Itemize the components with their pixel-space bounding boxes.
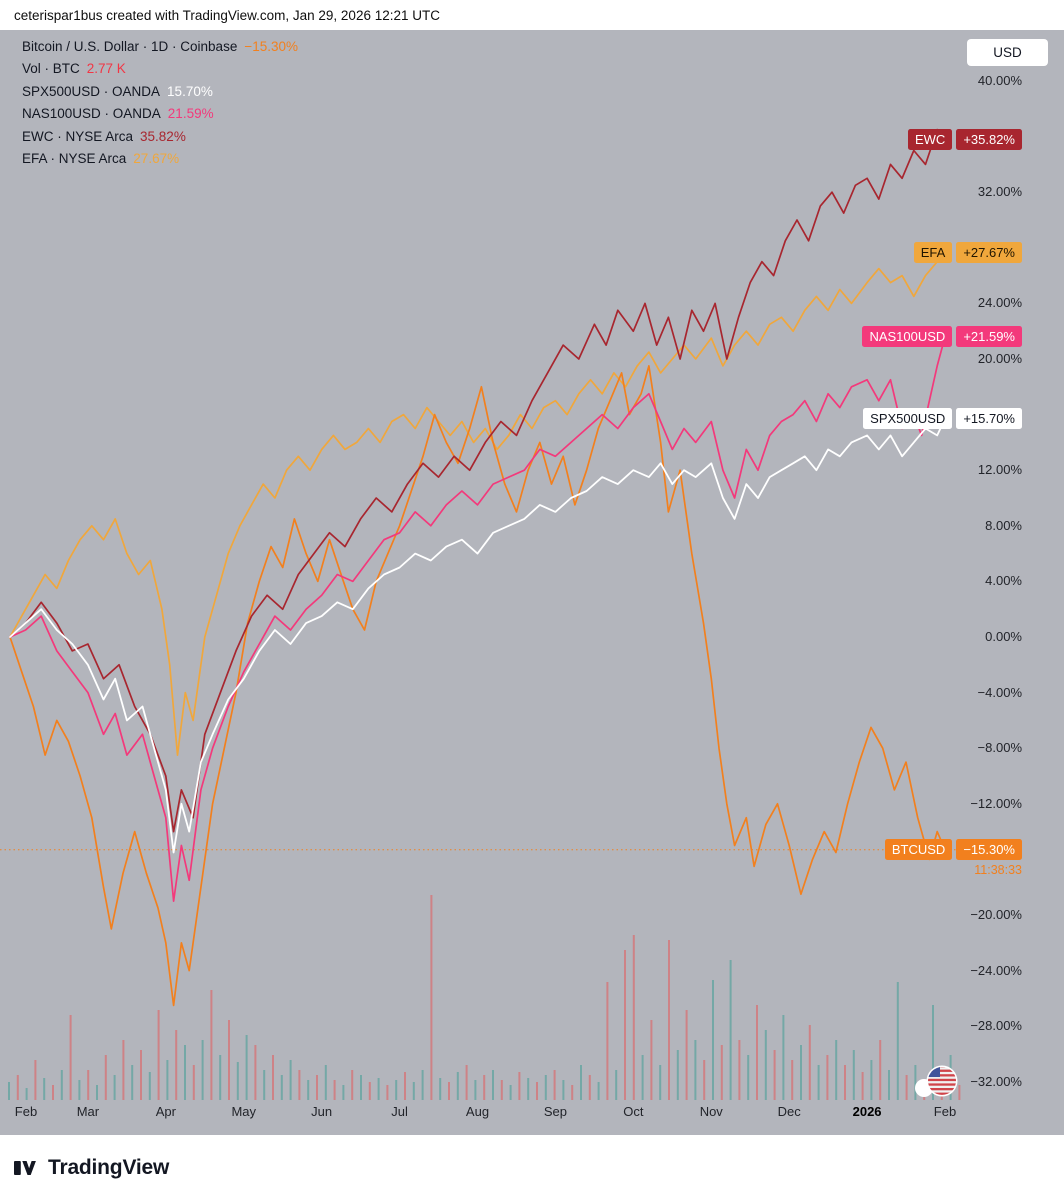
x-axis-tick-label: Feb: [14, 1104, 38, 1119]
y-axis-tick-label: −24.00%: [970, 962, 1022, 978]
x-axis-tick-label: Mar: [76, 1104, 100, 1119]
y-axis-tick-label: 4.00%: [985, 573, 1022, 589]
snapshot-header: ceterispar1bus created with TradingView.…: [0, 0, 1064, 30]
price-label: EWC +35.82%: [907, 128, 1022, 150]
legend-label: Bitcoin / U.S. Dollar · 1D · Coinbase: [22, 39, 238, 54]
y-axis-tick-label: 24.00%: [977, 295, 1022, 311]
x-axis-tick-label: Oct: [623, 1104, 644, 1119]
legend-label: NAS100USD · OANDA: [22, 106, 161, 122]
legend-row[interactable]: NAS100USD · OANDA 21.59%: [22, 103, 298, 125]
legend-row[interactable]: SPX500USD · OANDA 15.70%: [22, 81, 298, 103]
y-axis-tick-label: −20.00%: [970, 907, 1022, 922]
legend-value: 15.70%: [167, 83, 213, 99]
price-label-symbol: EFA: [913, 241, 953, 263]
currency-toggle-button[interactable]: USD: [967, 39, 1048, 66]
price-label-value: +21.59%: [956, 326, 1022, 348]
x-axis-tick-label: Sep: [543, 1104, 567, 1119]
y-axis-tick-label: −4.00%: [977, 684, 1022, 700]
chart-background: [0, 30, 1064, 1135]
footer-bar: TradingView: [0, 1135, 1064, 1200]
x-axis-tick-label: Jun: [311, 1104, 333, 1119]
x-axis-tick-label: 2026: [852, 1104, 882, 1119]
legend-row[interactable]: EFA · NYSE Arca 27.67%: [22, 148, 298, 170]
price-label-value: +27.67%: [956, 241, 1022, 263]
price-label: SPX500USD +15.70%: [863, 408, 1022, 430]
snapshot-attribution-text: ceterispar1bus created with TradingView.…: [14, 7, 440, 23]
legend-row[interactable]: EWC · NYSE Arca 35.82%: [22, 126, 298, 148]
tradingview-brand-text[interactable]: TradingView: [48, 1155, 170, 1179]
x-axis-tick-label: Nov: [699, 1104, 723, 1119]
legend-value: 35.82%: [140, 128, 186, 144]
currency-toggle-label: USD: [993, 45, 1022, 60]
legend-label: SPX500USD · OANDA: [22, 83, 161, 99]
price-label-symbol: BTCUSD: [884, 839, 953, 861]
legend-label: EFA · NYSE Arca: [22, 151, 127, 167]
y-axis-tick-label: 0.00%: [985, 629, 1022, 644]
y-axis-tick-label: 40.00%: [977, 73, 1022, 88]
price-label: NAS100USD +21.59%: [862, 326, 1022, 348]
x-axis-tick-label: May: [231, 1104, 257, 1119]
legend-value: 27.67%: [133, 151, 180, 167]
legend-label: Vol · BTC: [22, 61, 80, 77]
y-axis-tick-label: −28.00%: [970, 1018, 1022, 1034]
x-axis-tick-label: Aug: [465, 1104, 490, 1119]
x-axis-tick-label: Jul: [391, 1104, 408, 1119]
x-axis-tick-label: Feb: [933, 1104, 957, 1119]
legend-row[interactable]: Bitcoin / U.S. Dollar · 1D · Coinbase −15…: [22, 36, 298, 58]
y-axis-tick-label: 12.00%: [977, 462, 1022, 478]
price-label-value: +35.82%: [956, 128, 1022, 150]
legend-value: −15.30%: [244, 39, 298, 54]
legend-value: 21.59%: [167, 106, 214, 122]
price-label-symbol: NAS100USD: [862, 326, 953, 348]
legend-value: 2.77 K: [86, 61, 126, 77]
us-flag-icon: [915, 1065, 958, 1097]
price-label-countdown: 11:38:33: [974, 863, 1022, 878]
y-axis-tick-label: 8.00%: [985, 517, 1022, 533]
chart-legend: Bitcoin / U.S. Dollar · 1D · Coinbase −15…: [22, 36, 298, 170]
price-label: BTCUSD −15.30% 11:38:33: [884, 839, 1022, 878]
price-label-value: +15.70%: [956, 408, 1022, 430]
x-axis-tick-label: Apr: [155, 1104, 176, 1119]
tradingview-logo-icon[interactable]: [13, 1156, 40, 1180]
y-axis-tick-label: −32.00%: [970, 1073, 1022, 1089]
y-axis-tick-label: 20.00%: [977, 351, 1022, 366]
price-label-symbol: SPX500USD: [863, 408, 953, 430]
y-axis-tick-label: −8.00%: [977, 740, 1022, 756]
price-label: EFA +27.67%: [913, 241, 1022, 263]
price-label-symbol: EWC: [907, 128, 953, 150]
y-axis-tick-label: 32.00%: [977, 184, 1022, 200]
x-axis-tick-label: Dec: [777, 1104, 801, 1119]
y-axis-tick-label: −12.00%: [970, 795, 1022, 811]
legend-row[interactable]: Vol · BTC 2.77 K: [22, 58, 298, 80]
price-label-value: −15.30%: [956, 839, 1022, 861]
legend-label: EWC · NYSE Arca: [22, 128, 134, 144]
